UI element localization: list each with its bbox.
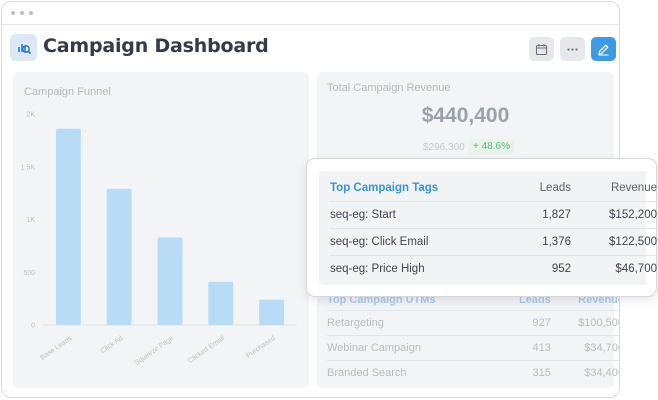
y-tick-label: 2K: [26, 112, 35, 119]
funnel-bar[interactable]: [55, 128, 81, 325]
utm-name: Webinar Campaign: [327, 335, 501, 361]
window-dot-icon[interactable]: [11, 11, 15, 15]
revenue-previous: $296,300: [423, 142, 465, 153]
y-tick-label: 500: [23, 270, 35, 277]
tag-name: seq-eg: Start: [330, 201, 501, 229]
x-tick-label: Base Leads: [39, 335, 74, 362]
calendar-icon: [535, 43, 548, 55]
funnel-bar[interactable]: [106, 188, 132, 325]
window-dot-icon[interactable]: [29, 11, 33, 15]
y-tick-label: 1.5K: [21, 164, 36, 171]
tag-leads: 952: [551, 262, 571, 275]
page-title: Campaign Dashboard: [43, 35, 269, 57]
top-tags-table: Top Campaign Tags Leads Revenue seq-eg: …: [330, 175, 657, 282]
column-header: Leads: [501, 175, 571, 202]
tag-leads: 1,827: [501, 201, 571, 229]
x-tick-label: Purchased: [245, 335, 277, 360]
revenue-value: $440,400: [421, 104, 510, 127]
pencil-icon: [598, 44, 609, 55]
more-options-button[interactable]: [560, 37, 585, 61]
title-bar: [2, 2, 619, 25]
campaign-funnel-chart: 0 500 1K 1.5K 2K Base Leads Click Ad Squeeze Pa…: [21, 112, 297, 367]
more-horizontal-icon: [567, 47, 578, 51]
tag-revenue: $152,200: [571, 201, 657, 229]
utm-revenue: $34,400: [584, 366, 619, 379]
top-tags-panel: Top Campaign Tags Leads Revenue seq-eg: …: [319, 171, 657, 285]
edit-button[interactable]: [591, 37, 616, 61]
utm-revenue: $100,500: [550, 310, 619, 336]
top-utms-panel: Top Campaign UTMs Leads Revenue Retarget…: [317, 284, 619, 388]
campaign-funnel-panel: Campaign Funnel 0 500 1K 1.5K 2K Base Leads Cl…: [13, 72, 309, 388]
table-row[interactable]: seq-eg: Price High 952 $46,700: [330, 255, 657, 282]
top-utms-table: Top Campaign UTMs Leads Revenue Retarget…: [327, 290, 619, 385]
tag-leads: 1,376: [501, 228, 571, 256]
top-tags-card: Top Campaign Tags Leads Revenue seq-eg: …: [306, 158, 657, 297]
x-tick-label: Squeeze Page: [134, 335, 176, 367]
funnel-title: Campaign Funnel: [24, 86, 111, 98]
x-tick-label: Click Ad: [100, 335, 125, 355]
utm-leads: 413: [500, 335, 551, 361]
column-header: Top Campaign Tags: [330, 175, 501, 202]
revenue-change-badge: + 48.6%: [469, 139, 514, 154]
table-row[interactable]: Retargeting 927 $100,500: [327, 310, 619, 336]
table-row[interactable]: Webinar Campaign 413 $34,700: [327, 335, 619, 361]
utm-name: Branded Search: [327, 366, 407, 379]
funnel-bar[interactable]: [208, 281, 234, 325]
table-row[interactable]: seq-eg: Start 1,827 $152,200: [330, 201, 657, 229]
table-row[interactable]: seq-eg: Click Email 1,376 $122,500: [330, 228, 657, 256]
tag-revenue: $46,700: [615, 262, 657, 275]
total-revenue-panel: Total Campaign Revenue $440,400 $296,300…: [317, 72, 614, 164]
utm-leads: 927: [500, 310, 551, 336]
tag-name: seq-eg: Click Email: [330, 228, 501, 256]
funnel-bar[interactable]: [259, 299, 285, 325]
y-tick-label: 1K: [26, 217, 35, 224]
window-controls[interactable]: [11, 11, 33, 15]
utm-revenue: $34,700: [550, 335, 619, 361]
column-header: Revenue: [571, 175, 657, 202]
revenue-label: Total Campaign Revenue: [327, 82, 451, 94]
utm-leads: 315: [532, 366, 551, 379]
utm-name: Retargeting: [327, 310, 501, 336]
window-dot-icon[interactable]: [20, 11, 24, 15]
x-tick-label: Clicked Email: [187, 335, 226, 365]
table-header-row: Top Campaign Tags Leads Revenue: [330, 175, 657, 202]
calendar-button[interactable]: [529, 37, 554, 61]
table-row[interactable]: Branded Search 315 $34,400: [327, 360, 619, 385]
tag-name: seq-eg: Price High: [330, 262, 425, 275]
tag-revenue: $122,500: [571, 228, 657, 256]
funnel-bar[interactable]: [157, 237, 183, 325]
chart-search-icon: [10, 34, 37, 61]
y-tick-label: 0: [31, 323, 35, 330]
